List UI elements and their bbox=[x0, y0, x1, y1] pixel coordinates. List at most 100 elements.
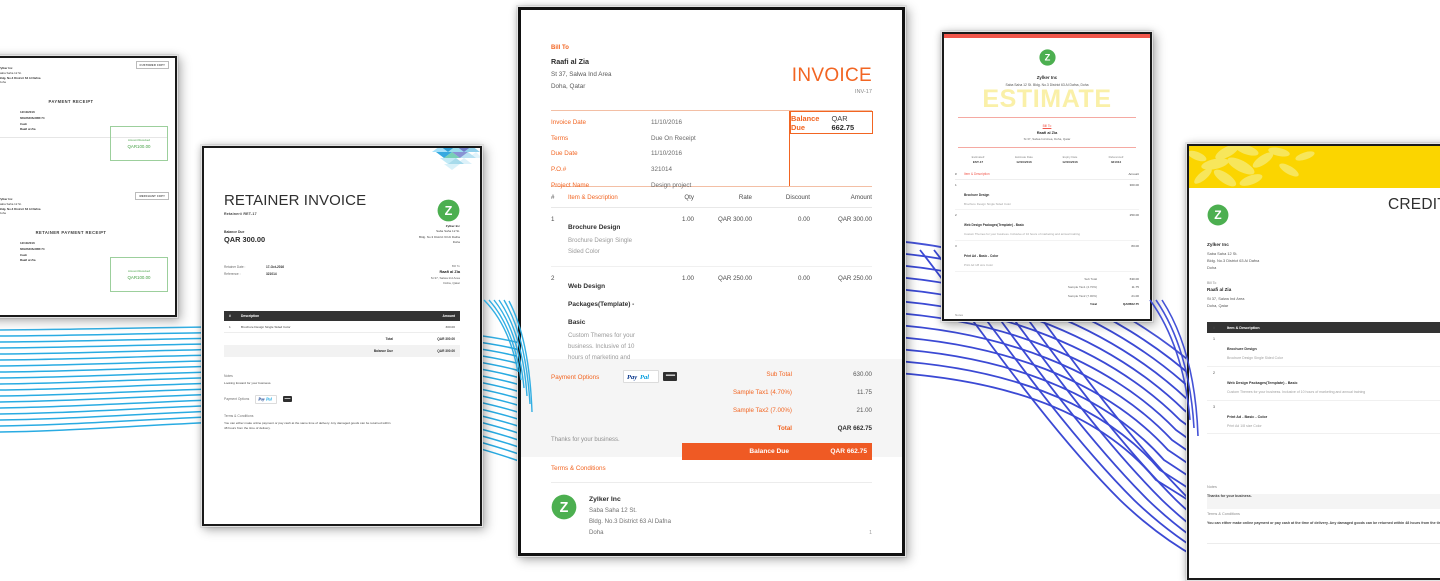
receipt-field-value: Raafi al Zia bbox=[20, 258, 36, 263]
po-label: P.O.# bbox=[551, 166, 567, 174]
bill-to-block: Bill To Raafi al Zia St 37, Salwa Ind Ar… bbox=[1207, 281, 1245, 309]
customer-name: Raafi al Zia bbox=[439, 269, 460, 275]
invoice-meta-fields: Invoice Date 11/10/2016 Terms Due On Recei… bbox=[551, 111, 789, 189]
terms-heading: Terms & Conditions bbox=[551, 465, 606, 472]
amount-received-label: Amount Received bbox=[127, 138, 151, 142]
estimate-items-table: # Item & Description Amount 1 Brochure D… bbox=[955, 172, 1139, 272]
receipt-field-label: Received From bbox=[0, 127, 20, 133]
balance-due-box: Balance Due QAR 662.75 bbox=[790, 111, 873, 134]
svg-text:Z: Z bbox=[560, 500, 569, 516]
retainer-balance-due-value: QAR 300.00 bbox=[224, 235, 266, 244]
amount-received-label: Amount Received bbox=[127, 269, 151, 273]
estimate-date-field: Estimate Date 12/10/2016 bbox=[1015, 154, 1033, 165]
paypal-icon[interactable]: Pay Pal bbox=[623, 370, 659, 383]
payment-receipt-document[interactable]: CUSTOMER COPY Z Zylker Inc Saba Saha 12 … bbox=[0, 55, 178, 318]
credit-note-document[interactable]: Z CREDIT NOTE Credit Note# Credits Remai… bbox=[1186, 143, 1440, 581]
table-row: 1 Brochure Design Single Sided Color 300… bbox=[224, 321, 460, 333]
terms-label: Terms bbox=[551, 134, 569, 142]
invoice-date-value: 11/10/2016 bbox=[651, 119, 683, 126]
divider bbox=[551, 482, 872, 483]
terms-heading: Terms & Conditions bbox=[224, 413, 254, 418]
invoice-payment-totals-band: Payment Options Pay Pal bbox=[518, 359, 905, 460]
receipt-field-value: Cash bbox=[20, 121, 28, 126]
estimate-document[interactable]: Z Zylker Inc Saba Saha 12 St. Bldg. No.3… bbox=[941, 31, 1153, 322]
invoice-number: INV-17 bbox=[854, 89, 872, 95]
retainer-balance-due-label: Balance Due bbox=[224, 230, 245, 234]
credit-note-number-label: Credit Note# bbox=[1388, 217, 1440, 222]
total-row: Total QAR 300.00 bbox=[385, 337, 455, 341]
company-address-block: Zylker Inc Saba Saha 12 St. Bldg. No.3 D… bbox=[0, 66, 41, 85]
amount-received-value: QAR100.00 bbox=[127, 144, 151, 149]
retainer-reference-value: 321014 bbox=[266, 271, 277, 276]
notes-body: Thanks for your business. bbox=[1207, 494, 1252, 498]
retainer-number: Retainer# RET-17 bbox=[224, 212, 257, 216]
credit-note-notes-section: Notes Thanks for your business. Terms & … bbox=[1207, 485, 1440, 544]
invoice-terms-section: Terms & Conditions bbox=[551, 465, 872, 483]
floral-pattern-icon bbox=[1189, 146, 1315, 187]
due-date-value: 11/10/2016 bbox=[651, 150, 683, 158]
company-address-block: Zylker Inc Saba Saha 12 St. Bldg. No.3 D… bbox=[1207, 242, 1260, 271]
customer-name: Raafi al Zia bbox=[1036, 130, 1058, 135]
credit-card-icon[interactable] bbox=[283, 396, 293, 403]
retainer-reference-label: Reference : bbox=[224, 271, 241, 276]
notes-body: Looking forward for your business. bbox=[955, 320, 1139, 321]
svg-text:Pay: Pay bbox=[627, 374, 637, 381]
company-logo-icon: Z bbox=[942, 49, 1152, 71]
svg-text:Z: Z bbox=[1214, 208, 1222, 222]
bill-to-label: Bill To bbox=[451, 264, 460, 268]
svg-text:Z: Z bbox=[1044, 53, 1050, 63]
retainer-date-label: Retainer Date : bbox=[224, 265, 246, 269]
customer-copy-tag: CUSTOMER COPY bbox=[135, 61, 169, 69]
amount-received-box: Amount Received QAR100.00 bbox=[110, 257, 168, 292]
table-header-row: # Description Amount bbox=[224, 311, 460, 321]
divider bbox=[958, 146, 1136, 148]
credit-note-title: CREDIT NOTE bbox=[1388, 196, 1440, 213]
notes-heading: Notes bbox=[1207, 485, 1217, 489]
payment-method-icons: Pay Pal bbox=[623, 370, 677, 383]
invoice-date-label: Invoice Date bbox=[551, 119, 587, 126]
invoice-document[interactable]: Bill To Raafi al Zia St 37, Salwa Ind Ar… bbox=[517, 6, 906, 557]
thanks-message: Thanks for your business. bbox=[551, 437, 620, 443]
table-row: 1 Brochure Design Brochure Design Single … bbox=[551, 208, 872, 268]
paypal-icon[interactable]: Pay Pal bbox=[255, 394, 278, 404]
notes-body: Looking forward for your business. bbox=[224, 381, 272, 385]
mosaic-decoration-icon bbox=[432, 146, 482, 170]
credits-remaining-label: Credits Remaining bbox=[1388, 229, 1440, 233]
divider bbox=[958, 117, 1136, 118]
po-value: 321014 bbox=[651, 166, 673, 174]
company-logo-icon: Z bbox=[437, 199, 460, 222]
receipt-field-value: 6RJ26406cRRF74 bbox=[20, 246, 45, 251]
payment-receipt-merchant-copy: MERCHANT COPY Z Zylker Inc Saba Saha 12 … bbox=[0, 187, 177, 317]
balance-due-bar: Balance Due QAR 662.75 bbox=[682, 443, 872, 460]
invoice-totals: Sub Total 630.00 Sample Tax1 (4.70%) 11.75… bbox=[682, 371, 872, 460]
merchant-copy-tag: MERCHANT COPY bbox=[135, 192, 169, 200]
estimate-number-field: Estimate# EST-17 bbox=[971, 154, 985, 165]
page-number: 1 bbox=[869, 530, 872, 536]
customer-address: St 37, Salwa Ind Area, Doha, Qatar bbox=[1023, 136, 1071, 141]
receipt-field-label: Received From bbox=[0, 258, 20, 264]
svg-text:Z: Z bbox=[445, 204, 453, 218]
receipt-field-value: Cash bbox=[20, 252, 28, 257]
retainer-invoice-document[interactable]: RETAINER INVOICE Retainer# RET-17 Balanc… bbox=[201, 145, 483, 527]
bill-to-block: Bill To Raafi al Zia St 37, Salwa Ind Ar… bbox=[430, 264, 460, 286]
due-date-label: Due Date bbox=[551, 150, 578, 158]
receipt-title-top: PAYMENT RECEIPT bbox=[48, 99, 94, 104]
company-name: Zylker Inc bbox=[1036, 75, 1058, 80]
retainer-date-value: 17-Oct-2016 bbox=[266, 265, 285, 269]
invoice-footer: Z Zylker Inc Saba Saha 12 St. Bldg. No.3… bbox=[551, 494, 671, 539]
receipt-title-bottom: RETAINER PAYMENT RECEIPT bbox=[35, 230, 107, 235]
credit-card-icon[interactable] bbox=[663, 372, 677, 381]
company-logo-icon: Z bbox=[551, 494, 577, 520]
payment-options-row: Payment Options Pay Pal bbox=[224, 394, 460, 404]
table-row: 1 Brochure Design Brochure Design Single … bbox=[1207, 333, 1440, 367]
amount-received-box: Amount Received QAR100.00 bbox=[110, 126, 168, 161]
project-name-value: Design project bbox=[651, 181, 692, 189]
estimate-totals: Sub Total 630.00 Sample Tax1 (4.70%) 11.75… bbox=[1067, 276, 1139, 307]
svg-text:Pal: Pal bbox=[640, 374, 649, 381]
receipt-field-value: 12/10/2016 bbox=[20, 241, 35, 245]
credit-note-header: CREDIT NOTE Credit Note# Credits Remaini… bbox=[1388, 196, 1440, 233]
terms-value: Due On Receipt bbox=[651, 134, 696, 142]
invoice-balance-due-panel: Balance Due QAR 662.75 bbox=[789, 111, 873, 186]
